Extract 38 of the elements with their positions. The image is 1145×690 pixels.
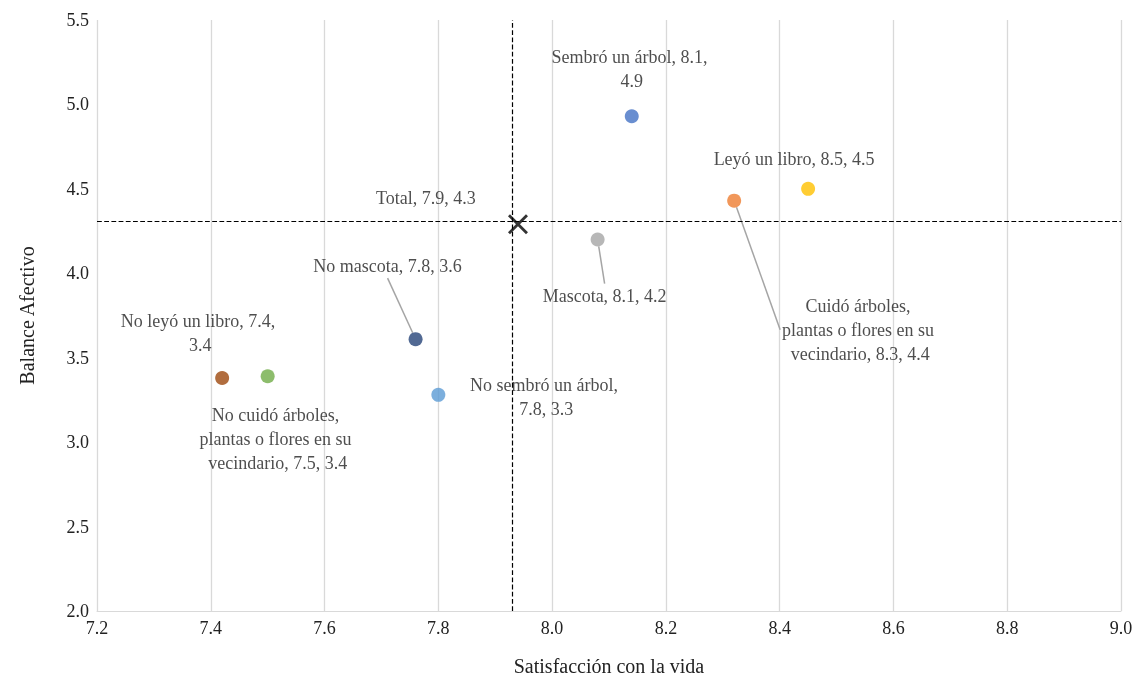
point [431,387,446,402]
point [801,181,816,196]
x-tick-label: 8.2 [654,618,678,638]
data-label: No cuidó árboles, plantas o flores en su vecindario, 7.5, 3.4 [199,405,356,474]
x-tick-label: 9.0 [1109,618,1133,638]
x-tick-label: 7.8 [427,618,450,638]
point [507,214,528,235]
point [408,332,423,347]
data-label: Cuidó árboles, plantas o flores en su vecindario, 8.3, 4.4 [781,295,939,364]
y-tick-label: 4.5 [66,178,89,199]
data-label: Mascota, 8.1, 4.2 [542,285,667,306]
y-tick-label: 3.0 [66,432,89,453]
y-tick-label: 5.5 [66,10,89,30]
x-tick-label: 8.4 [768,618,791,638]
point [260,369,275,384]
point [624,109,639,124]
point [590,232,605,247]
x-tick-label: 8.6 [882,618,905,638]
y-tick-label: 4.0 [66,263,89,284]
x-tick-label: 8.0 [540,618,564,638]
point [215,370,230,385]
data-label: Leyó un libro, 8.5, 4.5 [713,148,875,169]
x-tick-label: 8.8 [995,618,1019,638]
y-tick-label: 3.5 [66,347,89,368]
y-tick-label: 5.0 [66,94,89,115]
data-label: Total, 7.9, 4.3 [376,188,476,209]
data-label: No sembró un árbol, 7.8, 3.3 [470,374,623,419]
x-tick-label: 7.2 [85,618,109,638]
x-axis-title: Satisfacción con la vida [513,655,705,677]
y-tick-label: 2.5 [66,516,89,537]
data-label: No leyó un libro, 7.4, 3.4 [120,310,280,355]
data-label: Sembró un árbol, 8.1, 4.9 [551,47,712,92]
y-axis-title: Balance Afectivo [16,246,38,385]
point [727,193,742,208]
x-tick-label: 7.4 [199,618,223,638]
y-tick-label: 2.0 [66,601,89,621]
x-tick-label: 7.6 [313,618,336,638]
data-label: No mascota, 7.8, 3.6 [313,256,462,277]
